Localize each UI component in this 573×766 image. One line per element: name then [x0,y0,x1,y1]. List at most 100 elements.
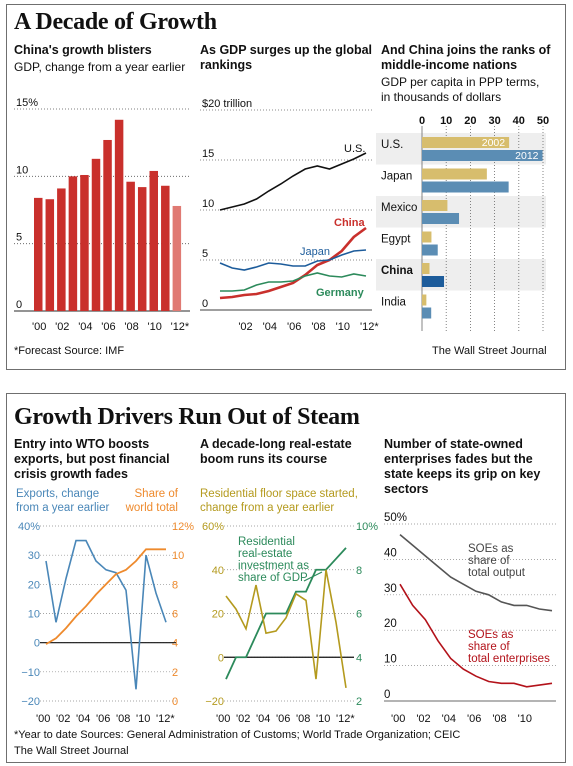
c5-y-left-tick-label: 20 [212,609,224,621]
c3-row-band [376,196,546,228]
c6-label-enterprises-line: SOEs as [468,629,514,641]
c4-x-tick-label: '12* [156,713,175,725]
c3-bar-2002 [422,231,432,243]
panel1-subtitle: GDP, change from a year earlier [14,60,186,74]
c5-x-tick-label: '00 [216,713,230,725]
panel4-title-line2: exports, but post financial [14,452,170,466]
c2-y-tick-label: $20 trillion [202,98,252,110]
c4-line-share [45,548,166,645]
c6-x-tick-label: '06 [467,713,481,725]
c4-y-right-tick-label: 6 [172,609,178,621]
c3-country-label: U.S. [381,139,403,151]
panel3-subtitle-line1: GDP per capita in PPP terms, [381,75,540,89]
c5-x-tick-label: '06 [276,713,290,725]
c5-x-tick-label: '08 [296,713,310,725]
c4-x-tick-label: '04 [76,713,90,725]
panel5-title-line2: boom runs its course [200,452,328,466]
c6-label-enterprises-line: share of [468,641,510,653]
c1-bar [149,170,158,311]
c1-x-tick-label: '10 [148,321,162,333]
c4-x-tick-label: '06 [96,713,110,725]
c4-x-tick-label: '08 [116,713,130,725]
c3-country-label: China [381,265,414,277]
c2-label-us: U.S. [344,143,365,155]
c1-x-tick-label: '12* [171,321,190,333]
c2-x-tick-label: '02 [238,321,252,333]
c6-x-tick-label: '00 [391,713,405,725]
c3-bar-2002 [422,294,427,306]
c3-x-tick-label: 30 [488,115,500,127]
c2-x-tick-label: '12* [360,321,379,333]
c4-y-left-tick-label: 20 [28,579,40,591]
c4-y-left-tick-label: −20 [21,696,40,708]
panel4-title-line3: crisis growth fades [14,467,128,481]
c1-y-tick-label: 15% [16,97,38,109]
c2-line-germany [220,272,367,292]
c3-bar-2002 [422,200,448,211]
c4-x-tick-label: '02 [56,713,70,725]
panel6-title-line1: Number of state-owned [384,437,523,451]
c6-y-tick-label: 0 [384,689,390,701]
c1-x-tick-label: '04 [78,321,92,333]
panel3-subtitle-line2: in thousands of dollars [381,90,502,104]
section-title-drivers: Growth Drivers Run Out of Steam [14,404,360,430]
c3-bar-2012 [422,244,438,256]
c4-line-exports [45,539,167,690]
c1-x-tick-label: '08 [124,321,138,333]
c4-y-right-tick-label: 0 [172,696,178,708]
c5-y-right-tick-label: 2 [356,696,362,708]
c2-line-china [219,226,367,300]
c3-legend-2002: 2002 [482,137,506,149]
c1-bar [45,199,55,311]
c5-annotation-pointer [303,571,323,582]
c6-label-output-line: SOEs as [468,543,514,555]
c3-bar-2012 [422,181,509,193]
c3-country-label: Japan [381,171,412,183]
c1-y-tick-label: 5 [16,232,22,244]
c1-x-tick-label: '02 [55,321,69,333]
c4-y-left-tick-label: 0 [34,638,40,650]
c4-y-left-tick-label: 10 [28,609,40,621]
c1-bar [103,139,112,311]
c5-y-right-tick-label: 4 [356,652,362,664]
c4-y-left-tick-label: 40% [18,521,40,533]
c6-x-tick-label: '10 [518,713,532,725]
c3-legend-2012: 2012 [515,150,539,162]
c3-x-tick-label: 0 [419,115,425,127]
section-growth-drivers [6,393,566,763]
c5-annotation-line: share of GDP [238,572,308,584]
c3-bar-2002 [422,263,430,274]
c2-y-tick-label: 15 [202,148,214,160]
c5-label-floor-l1: Residential floor space started, [200,488,358,500]
c2-x-tick-label: '10 [336,321,350,333]
source-imf: *Forecast Source: IMF [14,345,125,357]
c1-bar [126,181,135,311]
c3-bar-2012 [422,213,460,224]
c2-y-tick-label: 5 [202,248,208,260]
panel6-title-line4: sectors [384,482,429,496]
c5-y-right-tick-label: 6 [356,609,362,621]
section-decade-of-growth [6,4,566,370]
c5-y-left-tick-label: 40 [212,565,224,577]
c2-label-china: China [334,217,365,229]
c2-label-germany: Germany [316,287,365,299]
c4-label-share-l1: Share of [135,488,179,500]
panel5-title-line1: A decade-long real-estate [200,437,352,451]
c1-x-tick-label: '06 [101,321,115,333]
c4-y-left-tick-label: 30 [28,550,40,562]
c6-line-output [399,533,553,612]
c2-y-tick-label: 10 [202,198,214,210]
c3-bar-2002 [422,137,510,148]
c4-y-left-tick-label: −10 [21,667,40,679]
c2-line-japan [219,249,367,271]
c6-y-tick-label: 10 [384,654,397,666]
c6-label-output-line: share of [468,555,510,567]
panel2-title-line1: As GDP surges up the global [200,43,373,57]
c2-y-tick-label: 0 [202,298,208,310]
c1-bar [137,187,147,311]
c3-x-tick-label: 20 [464,115,476,127]
c5-x-tick-label: '10 [316,713,330,725]
panel4-title-line1: Entry into WTO boosts [14,437,150,451]
c6-x-tick-label: '02 [416,713,430,725]
panel3-title-line1: And China joins the ranks of [381,43,551,57]
